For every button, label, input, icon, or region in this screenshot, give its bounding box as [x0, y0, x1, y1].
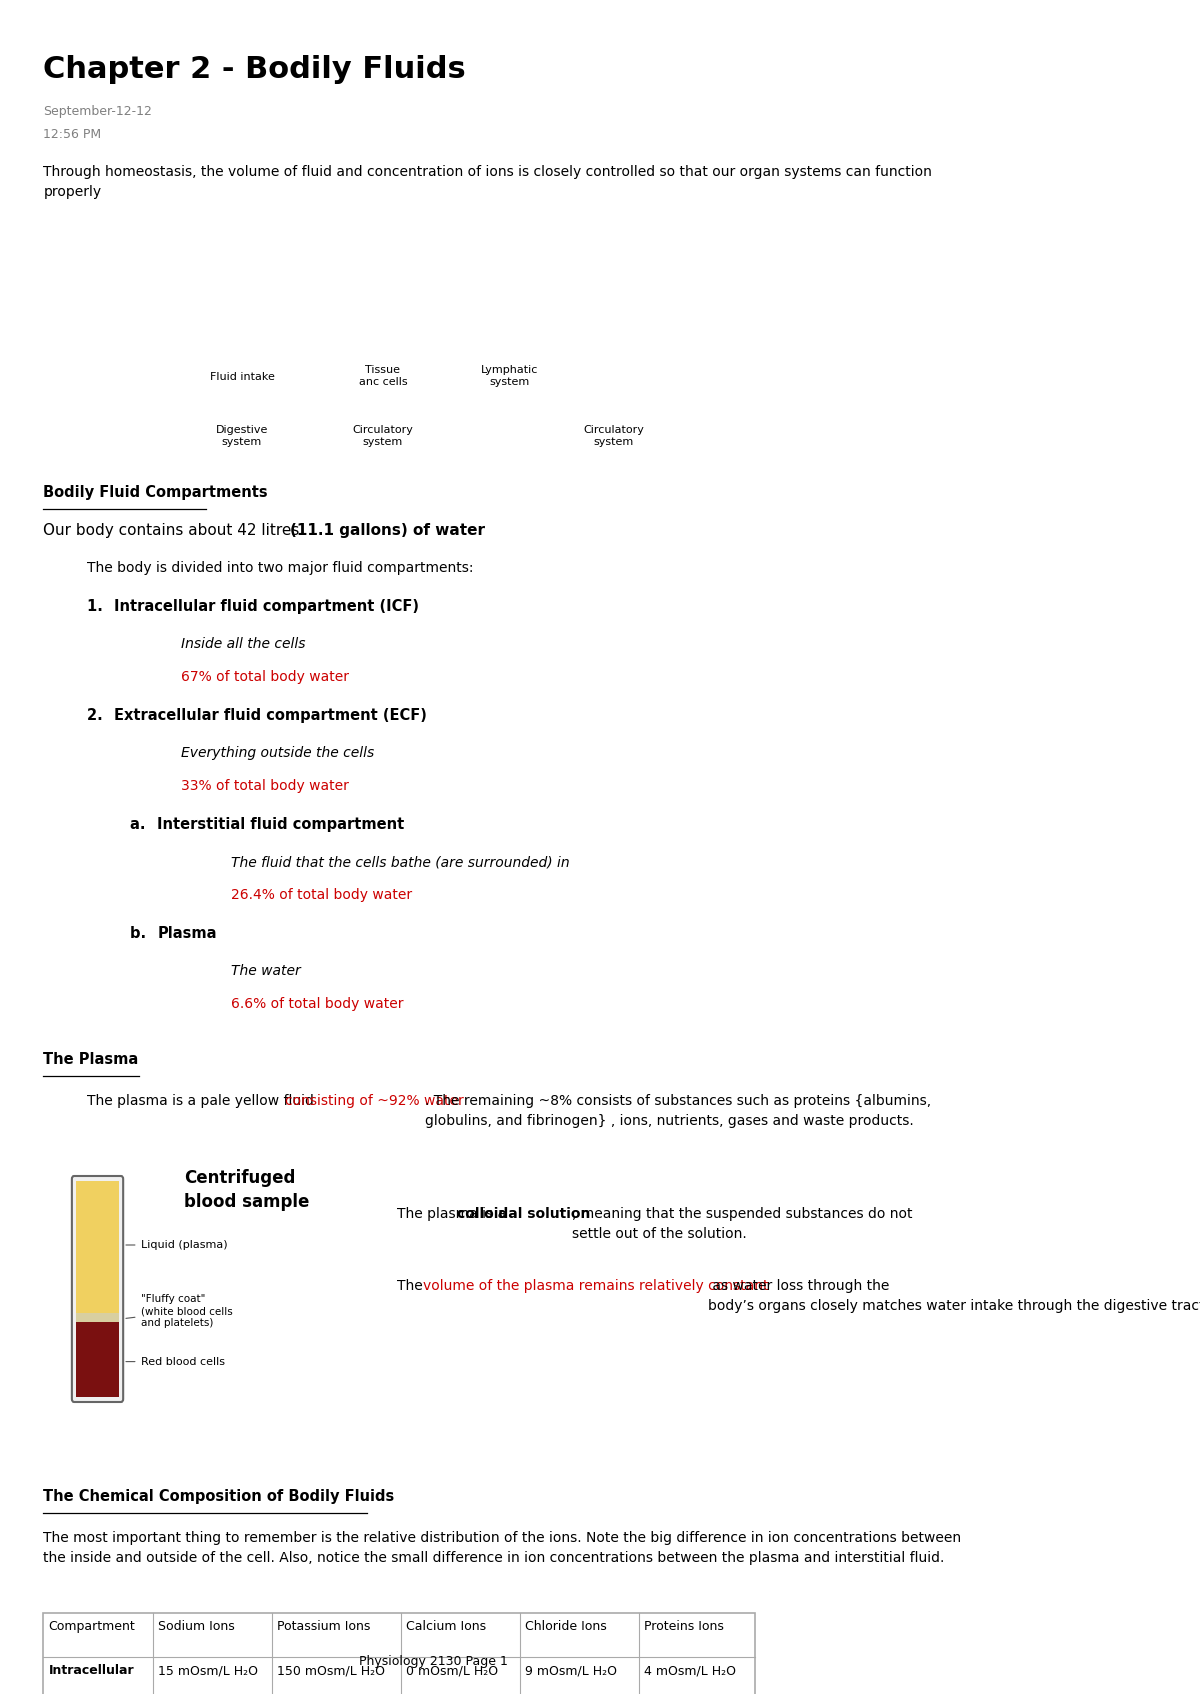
Text: 12:56 PM: 12:56 PM — [43, 129, 102, 141]
Text: Interstitial fluid compartment: Interstitial fluid compartment — [157, 817, 404, 832]
Text: 0 mOsm/L H₂O: 0 mOsm/L H₂O — [406, 1664, 498, 1677]
Text: Our body contains about 42 litres: Our body contains about 42 litres — [43, 523, 305, 539]
Text: The water: The water — [232, 964, 301, 977]
Text: Everything outside the cells: Everything outside the cells — [180, 745, 374, 761]
Text: Intracellular fluid compartment (ICF): Intracellular fluid compartment (ICF) — [114, 600, 419, 613]
Text: b.: b. — [130, 927, 162, 940]
Text: Tissue
anc cells: Tissue anc cells — [359, 364, 407, 386]
Bar — [77, 1323, 119, 1398]
Text: Compartment: Compartment — [48, 1619, 136, 1633]
FancyBboxPatch shape — [72, 1176, 124, 1403]
Text: "Fluffy coat"
(white blood cells
and platelets): "Fluffy coat" (white blood cells and pla… — [126, 1294, 233, 1328]
Text: The body is divided into two major fluid compartments:: The body is divided into two major fluid… — [86, 561, 473, 574]
Text: (11.1 gallons) of water: (11.1 gallons) of water — [290, 523, 486, 539]
Text: 150 mOsm/L H₂O: 150 mOsm/L H₂O — [277, 1664, 385, 1677]
Text: Extracellular fluid compartment (ECF): Extracellular fluid compartment (ECF) — [114, 708, 427, 723]
Text: The: The — [397, 1279, 427, 1293]
Text: Chapter 2 - Bodily Fluids: Chapter 2 - Bodily Fluids — [43, 54, 466, 85]
Text: The Chemical Composition of Bodily Fluids: The Chemical Composition of Bodily Fluid… — [43, 1489, 395, 1504]
Text: Fluid intake: Fluid intake — [210, 373, 275, 383]
Text: . The remaining ~8% consists of substances such as proteins {albumins,
globulins: . The remaining ~8% consists of substanc… — [425, 1094, 931, 1128]
Text: Lymphatic
system: Lymphatic system — [481, 364, 538, 386]
Text: 33% of total body water: 33% of total body water — [180, 779, 348, 793]
Text: Circulatory
system: Circulatory system — [353, 425, 413, 447]
Text: Digestive
system: Digestive system — [216, 425, 268, 447]
Text: 26.4% of total body water: 26.4% of total body water — [232, 888, 413, 901]
Bar — [77, 1313, 119, 1325]
Text: Intracellular: Intracellular — [48, 1664, 134, 1677]
Text: Plasma: Plasma — [157, 927, 217, 940]
Text: 9 mOsm/L H₂O: 9 mOsm/L H₂O — [526, 1664, 617, 1677]
Text: The plasma is a: The plasma is a — [397, 1208, 511, 1221]
Text: Physiology 2130 Page 1: Physiology 2130 Page 1 — [359, 1655, 508, 1669]
Text: Proteins Ions: Proteins Ions — [644, 1619, 725, 1633]
Text: Calcium Ions: Calcium Ions — [406, 1619, 486, 1633]
Text: , meaning that the suspended substances do not
settle out of the solution.: , meaning that the suspended substances … — [572, 1208, 913, 1240]
Text: The plasma is a pale yellow fluid: The plasma is a pale yellow fluid — [86, 1094, 318, 1108]
Text: The fluid that the cells bathe (are surrounded) in: The fluid that the cells bathe (are surr… — [232, 855, 570, 869]
Text: Potassium Ions: Potassium Ions — [277, 1619, 371, 1633]
Text: The Plasma: The Plasma — [43, 1052, 138, 1067]
Text: Chloride Ions: Chloride Ions — [526, 1619, 607, 1633]
Text: volume of the plasma remains relatively constant: volume of the plasma remains relatively … — [422, 1279, 768, 1293]
Text: 2.: 2. — [86, 708, 118, 723]
Text: Circulatory
system: Circulatory system — [583, 425, 644, 447]
Text: Liquid (plasma): Liquid (plasma) — [126, 1240, 227, 1250]
Text: 15 mOsm/L H₂O: 15 mOsm/L H₂O — [158, 1664, 258, 1677]
Text: Sodium Ions: Sodium Ions — [158, 1619, 235, 1633]
Text: 4 mOsm/L H₂O: 4 mOsm/L H₂O — [644, 1664, 737, 1677]
Text: Centrifuged
blood sample: Centrifuged blood sample — [185, 1169, 310, 1211]
Text: 6.6% of total body water: 6.6% of total body water — [232, 998, 403, 1011]
Text: Bodily Fluid Compartments: Bodily Fluid Compartments — [43, 484, 268, 500]
Text: 1.: 1. — [86, 600, 118, 613]
Text: Through homeostasis, the volume of fluid and concentration of ions is closely co: Through homeostasis, the volume of fluid… — [43, 164, 932, 198]
Bar — [77, 1181, 119, 1313]
Text: a.: a. — [130, 817, 161, 832]
Text: Inside all the cells: Inside all the cells — [180, 637, 305, 650]
Text: as water loss through the
body’s organs closely matches water intake through the: as water loss through the body’s organs … — [708, 1279, 1200, 1313]
Text: colloidal solution: colloidal solution — [456, 1208, 590, 1221]
Text: The most important thing to remember is the relative distribution of the ions. N: The most important thing to remember is … — [43, 1531, 961, 1565]
Text: 67% of total body water: 67% of total body water — [180, 671, 348, 684]
Bar — [43, 1613, 755, 1694]
Text: September-12-12: September-12-12 — [43, 105, 152, 119]
Text: Red blood cells: Red blood cells — [126, 1357, 224, 1367]
Text: consisting of ~92% water: consisting of ~92% water — [286, 1094, 464, 1108]
